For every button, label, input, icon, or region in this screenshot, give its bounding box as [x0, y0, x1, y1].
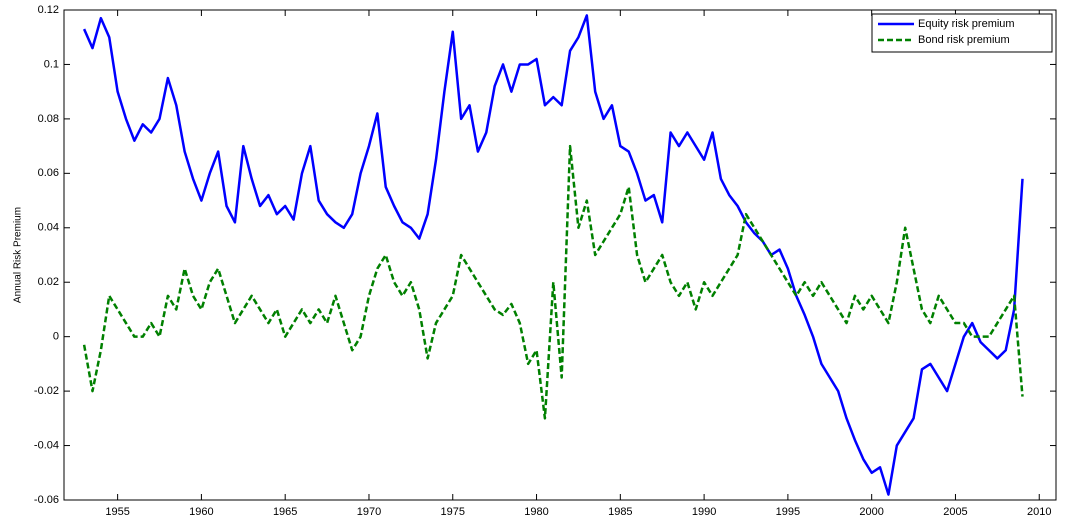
- y-tick-label: 0.06: [38, 167, 59, 179]
- x-tick-label: 1955: [105, 506, 129, 518]
- x-tick-label: 1970: [357, 506, 381, 518]
- x-tick-label: 1990: [692, 506, 716, 518]
- legend: Equity risk premium Bond risk premium: [871, 13, 1053, 53]
- x-tick-label: 1975: [441, 506, 465, 518]
- legend-label: Bond risk premium: [918, 34, 1010, 46]
- y-tick-label: -0.02: [34, 385, 59, 397]
- x-tick-label: 2010: [1027, 506, 1051, 518]
- series-line: [82, 14, 1024, 496]
- y-axis-label: Annual Risk Premium: [13, 207, 24, 303]
- y-tick-label: 0.1: [44, 58, 59, 70]
- y-tick-label: 0.02: [38, 276, 59, 288]
- legend-box: [871, 13, 1053, 53]
- legend-label: Equity risk premium: [918, 18, 1015, 30]
- y-tick-label: 0.12: [38, 4, 59, 16]
- y-tick-label: -0.04: [34, 439, 59, 451]
- y-tick-label: 0: [53, 331, 59, 343]
- x-tick-label: 1985: [608, 506, 632, 518]
- x-tick-label: 2005: [943, 506, 967, 518]
- plot-area: [63, 9, 1057, 501]
- x-tick-label: 1965: [273, 506, 297, 518]
- y-tick-label: 0.08: [38, 113, 59, 125]
- x-tick-label: 1960: [189, 506, 213, 518]
- x-tick-label: 1980: [524, 506, 548, 518]
- series-line: [82, 144, 1024, 420]
- y-tick-label: -0.06: [34, 494, 59, 506]
- x-tick-label: 2000: [859, 506, 883, 518]
- y-tick-label: 0.04: [38, 222, 59, 234]
- x-tick-label: 1995: [776, 506, 800, 518]
